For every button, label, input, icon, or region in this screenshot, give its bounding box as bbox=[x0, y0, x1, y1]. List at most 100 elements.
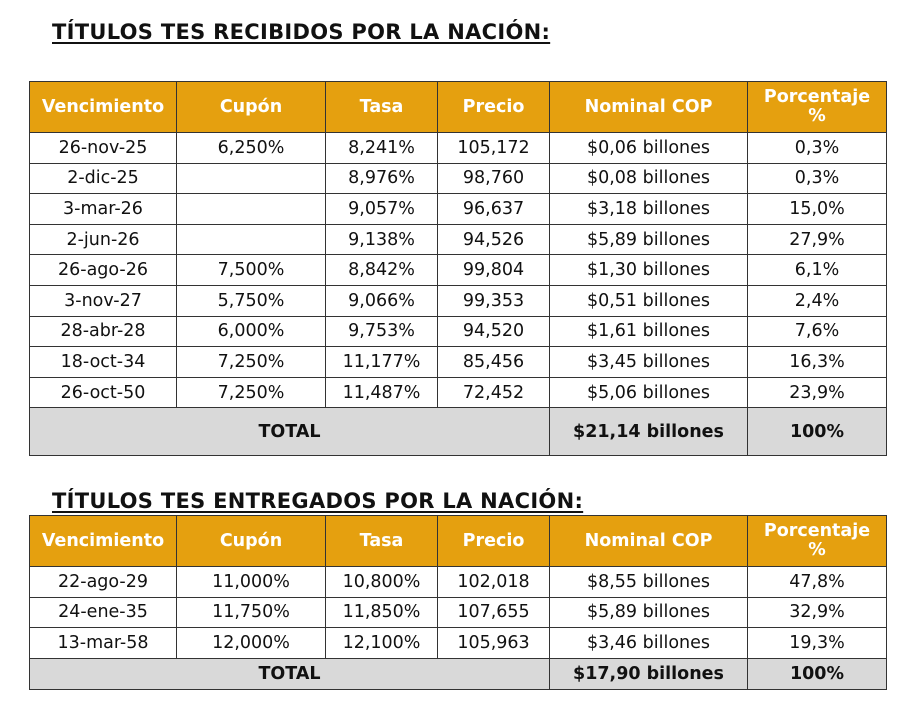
cell-cupon bbox=[176, 223, 326, 256]
delivered-section-title: TÍTULOS TES ENTREGADOS POR LA NACIÓN: bbox=[52, 489, 584, 513]
cell-vencimiento: 2-dic-25 bbox=[29, 162, 177, 195]
cell-nominal: $3,46 billones bbox=[549, 627, 748, 659]
cell-cupon bbox=[176, 162, 326, 195]
table-row: 3-nov-27 5,750% 9,066% 99,353 $0,51 billones… bbox=[29, 284, 887, 317]
cell-vencimiento: 26-oct-50 bbox=[29, 376, 177, 409]
cell-nominal: $0,08 billones bbox=[549, 162, 748, 195]
header-nominal: Nominal COP bbox=[549, 515, 748, 567]
cell-tasa: 8,241% bbox=[325, 132, 438, 164]
cell-cupon: 6,250% bbox=[176, 132, 326, 164]
total-nominal: $21,14 billones bbox=[549, 407, 748, 457]
cell-precio: 85,456 bbox=[437, 346, 550, 378]
cell-tasa: 9,066% bbox=[325, 284, 438, 317]
cell-precio: 99,804 bbox=[437, 254, 550, 286]
cell-vencimiento: 18-oct-34 bbox=[29, 346, 177, 378]
total-porcentaje: 100% bbox=[747, 657, 887, 690]
delivered-table-body: 22-ago-29 11,000% 10,800% 102,018 $8,55 bill… bbox=[29, 566, 887, 690]
cell-nominal: $5,89 billones bbox=[549, 223, 748, 256]
header-nominal: Nominal COP bbox=[549, 81, 748, 133]
cell-cupon bbox=[176, 193, 326, 225]
table-row: 2-jun-26 9,138% 94,526 $5,89 billones 27,9% bbox=[29, 223, 887, 256]
cell-precio: 99,353 bbox=[437, 284, 550, 317]
cell-porcentaje: 19,3% bbox=[747, 627, 887, 659]
cell-cupon: 12,000% bbox=[176, 627, 326, 659]
cell-porcentaje: 16,3% bbox=[747, 346, 887, 378]
cell-precio: 96,637 bbox=[437, 193, 550, 225]
cell-nominal: $5,06 billones bbox=[549, 376, 748, 409]
cell-vencimiento: 24-ene-35 bbox=[29, 596, 177, 629]
cell-tasa: 11,177% bbox=[325, 346, 438, 378]
cell-tasa: 9,057% bbox=[325, 193, 438, 225]
table-row: 18-oct-34 7,250% 11,177% 85,456 $3,45 billon… bbox=[29, 346, 887, 378]
received-section-title: TÍTULOS TES RECIBIDOS POR LA NACIÓN: bbox=[52, 20, 551, 44]
cell-porcentaje: 32,9% bbox=[747, 596, 887, 629]
cell-vencimiento: 2-jun-26 bbox=[29, 223, 177, 256]
header-tasa: Tasa bbox=[325, 515, 438, 567]
cell-precio: 107,655 bbox=[437, 596, 550, 629]
table-row: 22-ago-29 11,000% 10,800% 102,018 $8,55 bill… bbox=[29, 566, 887, 598]
cell-nominal: $1,30 billones bbox=[549, 254, 748, 286]
cell-nominal: $0,51 billones bbox=[549, 284, 748, 317]
cell-cupon: 11,000% bbox=[176, 566, 326, 598]
header-porcentaje: Porcentaje % bbox=[747, 515, 887, 567]
cell-nominal: $3,45 billones bbox=[549, 346, 748, 378]
cell-nominal: $8,55 billones bbox=[549, 566, 748, 598]
cell-precio: 98,760 bbox=[437, 162, 550, 195]
cell-precio: 94,526 bbox=[437, 223, 550, 256]
header-tasa: Tasa bbox=[325, 81, 438, 133]
table-row: 3-mar-26 9,057% 96,637 $3,18 billones 15,0% bbox=[29, 193, 887, 225]
cell-porcentaje: 0,3% bbox=[747, 162, 887, 195]
table-row: 26-ago-26 7,500% 8,842% 99,804 $1,30 billone… bbox=[29, 254, 887, 286]
cell-cupon: 5,750% bbox=[176, 284, 326, 317]
received-table: Vencimiento Cupón Tasa Precio Nominal CO… bbox=[29, 81, 887, 457]
cell-tasa: 10,800% bbox=[325, 566, 438, 598]
cell-cupon: 11,750% bbox=[176, 596, 326, 629]
total-row: TOTAL $17,90 billones 100% bbox=[29, 657, 887, 690]
header-cupon: Cupón bbox=[176, 515, 326, 567]
header-cupon: Cupón bbox=[176, 81, 326, 133]
cell-porcentaje: 15,0% bbox=[747, 193, 887, 225]
cell-vencimiento: 13-mar-58 bbox=[29, 627, 177, 659]
header-porcentaje-line1: Porcentaje bbox=[763, 87, 871, 107]
cell-porcentaje: 47,8% bbox=[747, 566, 887, 598]
cell-precio: 102,018 bbox=[437, 566, 550, 598]
header-precio: Precio bbox=[437, 515, 550, 567]
total-porcentaje: 100% bbox=[747, 407, 887, 457]
table-row: 13-mar-58 12,000% 12,100% 105,963 $3,46 bill… bbox=[29, 627, 887, 659]
header-porcentaje-line2: % bbox=[808, 540, 826, 560]
cell-precio: 105,963 bbox=[437, 627, 550, 659]
total-nominal: $17,90 billones bbox=[549, 657, 748, 690]
table-row: 2-dic-25 8,976% 98,760 $0,08 billones 0,3% bbox=[29, 162, 887, 195]
cell-nominal: $1,61 billones bbox=[549, 315, 748, 348]
cell-tasa: 8,842% bbox=[325, 254, 438, 286]
cell-tasa: 8,976% bbox=[325, 162, 438, 195]
cell-tasa: 11,487% bbox=[325, 376, 438, 409]
cell-vencimiento: 26-nov-25 bbox=[29, 132, 177, 164]
cell-vencimiento: 26-ago-26 bbox=[29, 254, 177, 286]
table-row: 26-oct-50 7,250% 11,487% 72,452 $5,06 billon… bbox=[29, 376, 887, 409]
header-row: Vencimiento Cupón Tasa Precio Nominal CO… bbox=[29, 81, 887, 133]
cell-vencimiento: 22-ago-29 bbox=[29, 566, 177, 598]
cell-tasa: 11,850% bbox=[325, 596, 438, 629]
header-precio: Precio bbox=[437, 81, 550, 133]
cell-vencimiento: 28-abr-28 bbox=[29, 315, 177, 348]
cell-nominal: $5,89 billones bbox=[549, 596, 748, 629]
cell-vencimiento: 3-mar-26 bbox=[29, 193, 177, 225]
cell-cupon: 6,000% bbox=[176, 315, 326, 348]
delivered-table: Vencimiento Cupón Tasa Precio Nominal CO… bbox=[29, 515, 887, 690]
cell-tasa: 12,100% bbox=[325, 627, 438, 659]
cell-nominal: $0,06 billones bbox=[549, 132, 748, 164]
cell-porcentaje: 7,6% bbox=[747, 315, 887, 348]
cell-porcentaje: 0,3% bbox=[747, 132, 887, 164]
cell-porcentaje: 27,9% bbox=[747, 223, 887, 256]
cell-tasa: 9,138% bbox=[325, 223, 438, 256]
received-table-body: 26-nov-25 6,250% 8,241% 105,172 $0,06 billon… bbox=[29, 132, 887, 457]
header-porcentaje-line2: % bbox=[808, 106, 826, 126]
cell-vencimiento: 3-nov-27 bbox=[29, 284, 177, 317]
cell-precio: 94,520 bbox=[437, 315, 550, 348]
header-porcentaje: Porcentaje % bbox=[747, 81, 887, 133]
table-row: 28-abr-28 6,000% 9,753% 94,520 $1,61 billone… bbox=[29, 315, 887, 348]
cell-precio: 72,452 bbox=[437, 376, 550, 409]
cell-porcentaje: 2,4% bbox=[747, 284, 887, 317]
cell-nominal: $3,18 billones bbox=[549, 193, 748, 225]
